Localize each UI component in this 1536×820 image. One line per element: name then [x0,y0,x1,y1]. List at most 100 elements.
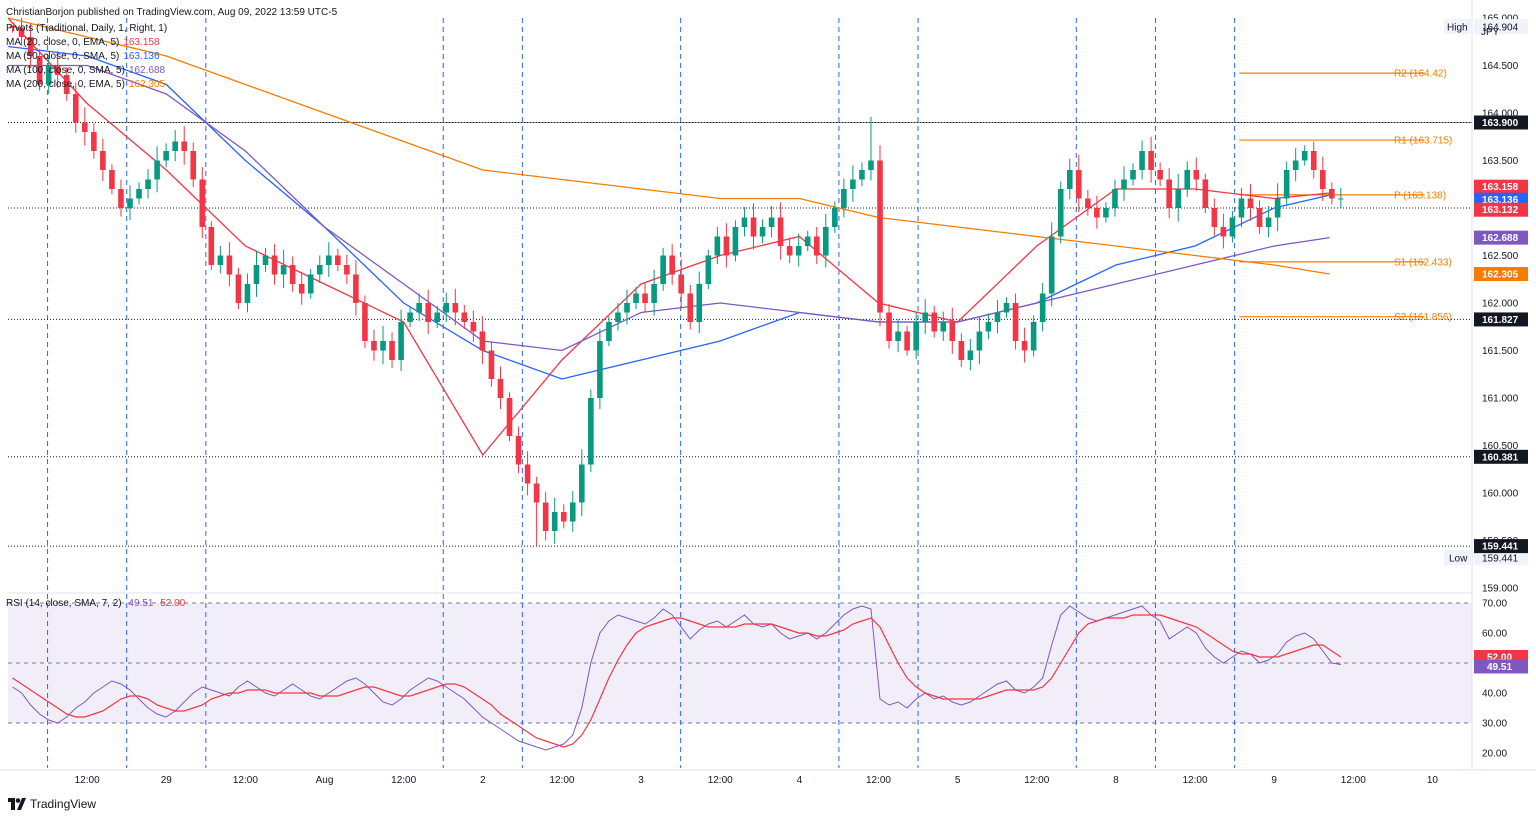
candle-body[interactable] [705,255,712,285]
price-badge[interactable] [1474,539,1528,554]
candle-body[interactable] [1301,151,1308,161]
candle-body[interactable] [1338,198,1344,200]
candle-body[interactable] [732,227,739,256]
candle-body[interactable] [687,293,694,323]
candle-body[interactable] [72,94,79,123]
price-badge[interactable] [1474,230,1528,245]
candle-body[interactable] [822,227,829,256]
candle-body[interactable] [190,151,197,180]
candle-body[interactable] [235,274,242,304]
legend-ma50[interactable]: MA (50, close, 0, SMA, 5) 163.136 [6,50,167,64]
candle-body[interactable] [967,350,974,361]
candle-body[interactable] [452,303,459,313]
candle-body[interactable] [461,312,468,323]
candle-body[interactable] [506,398,513,436]
candle-body[interactable] [588,398,594,465]
candle-body[interactable] [470,322,477,332]
candle-body[interactable] [759,227,766,237]
candle-body[interactable] [226,255,233,275]
candle-body[interactable] [696,284,703,322]
candle-body[interactable] [9,25,16,28]
candle-body[interactable] [1012,303,1019,341]
candle-body[interactable] [1148,151,1154,170]
candle-body[interactable] [1057,189,1064,237]
candle-body[interactable] [633,293,639,304]
candle-body[interactable] [1283,170,1290,199]
candle-body[interactable] [1211,208,1218,227]
candle-body[interactable] [136,189,142,199]
candle-body[interactable] [859,170,865,180]
candle-body[interactable] [325,255,332,266]
candle-body[interactable] [1021,341,1028,351]
candle-body[interactable] [488,350,495,380]
candle-body[interactable] [723,236,730,256]
candle-body[interactable] [154,160,160,180]
candle-body[interactable] [551,512,558,531]
tradingview-footer[interactable]: TradingView [8,797,96,811]
candle-body[interactable] [1085,198,1091,209]
candle-body[interactable] [434,312,441,323]
candle-body[interactable] [714,236,721,256]
candle-body[interactable] [1066,170,1073,189]
candle-body[interactable] [298,284,305,294]
candle-body[interactable] [542,502,549,532]
candle-body[interactable] [335,255,341,266]
candle-body[interactable] [109,170,115,189]
candle-body[interactable] [1139,151,1145,170]
candle-body[interactable] [985,322,992,332]
candle-body[interactable] [63,75,70,94]
candle-body[interactable] [353,274,359,304]
candle-body[interactable] [615,312,621,323]
candle-body[interactable] [253,265,260,284]
candle-body[interactable] [1319,170,1326,189]
candle-body[interactable] [922,312,928,323]
candle-body[interactable] [904,331,910,351]
candle-body[interactable] [1157,170,1163,180]
candle-body[interactable] [244,284,251,303]
candle-body[interactable] [1247,198,1254,209]
candle-body[interactable] [777,217,784,247]
candle-body[interactable] [1039,293,1046,323]
rsi-value-badge[interactable] [1474,659,1528,674]
candle-body[interactable] [127,198,133,209]
candle-body[interactable] [362,303,368,341]
candle-body[interactable] [642,293,648,304]
candle-body[interactable] [886,312,892,342]
candle-body[interactable] [651,284,657,303]
candle-body[interactable] [497,379,504,398]
candle-body[interactable] [1265,217,1272,228]
candle-body[interactable] [18,27,25,38]
candle-body[interactable] [208,227,215,265]
candle-body[interactable] [1310,151,1317,170]
price-badge[interactable] [1474,312,1528,327]
candle-body[interactable] [741,217,748,228]
candle-body[interactable] [45,65,52,85]
candle-body[interactable] [1112,189,1118,208]
candle-body[interactable] [307,274,314,294]
candle-body[interactable] [280,265,287,275]
price-badge[interactable] [1474,115,1528,130]
candle-body[interactable] [91,132,97,151]
candle-body[interactable] [1238,198,1245,218]
candle-body[interactable] [371,341,377,351]
candle-body[interactable] [1076,170,1082,199]
candle-body[interactable] [1229,217,1236,237]
legend-ma20[interactable]: MA (20, close, 0, EMA, 5) 163.158 [6,36,167,50]
candle-body[interactable] [515,436,522,465]
candle-body[interactable] [832,208,838,227]
candle-body[interactable] [795,246,802,256]
candle-body[interactable] [597,341,603,398]
candle-body[interactable] [931,312,938,332]
candle-body[interactable] [380,341,386,351]
candle-body[interactable] [1030,322,1037,351]
candle-body[interactable] [940,322,947,332]
candle-body[interactable] [271,255,278,275]
candle-body[interactable] [994,312,1001,323]
candle-body[interactable] [36,56,43,85]
candle-body[interactable] [850,179,856,190]
candle-body[interactable] [145,179,151,190]
candle-body[interactable] [425,303,431,322]
candle-body[interactable] [172,141,178,152]
candle-body[interactable] [524,464,531,484]
